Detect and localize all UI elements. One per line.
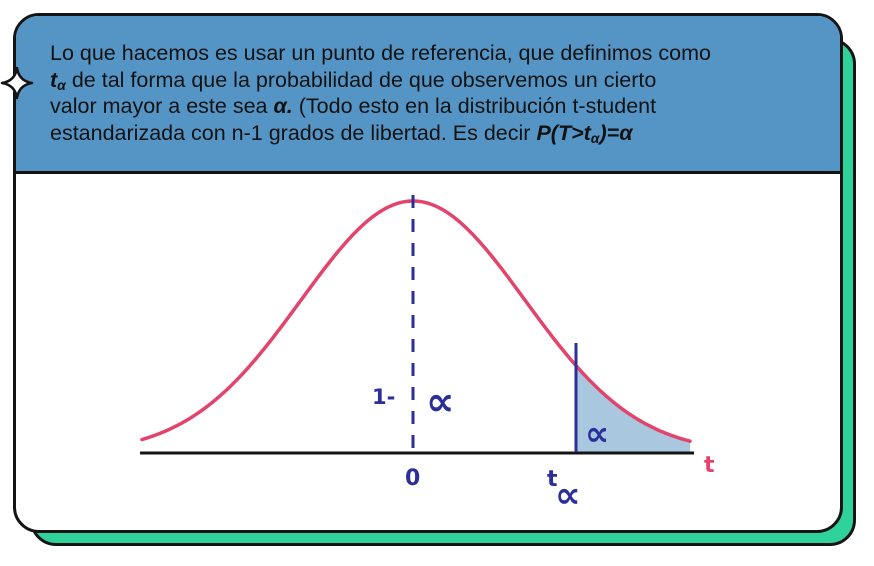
header-line-4: estandarizada con n-1 grados de libertad… xyxy=(50,120,537,145)
alpha-symbol: α. xyxy=(273,94,293,118)
header-line-3a: valor mayor a este sea xyxy=(50,94,274,118)
probability-formula: P(T>tα)=α xyxy=(536,120,633,146)
zero-label: 0 xyxy=(405,466,420,491)
t-axis-label: t xyxy=(704,453,715,478)
t-alpha-variable: tα xyxy=(50,67,66,93)
explanation-card: Lo que hacemos es usar un punto de refer… xyxy=(13,13,843,533)
header-line-2: de tal forma que la probabilidad de que … xyxy=(65,67,657,92)
alpha-center-label: ∝ xyxy=(426,379,454,425)
card-header: Lo que hacemos es usar un punto de refer… xyxy=(16,16,840,174)
alpha-tail-label: ∝ xyxy=(585,414,609,454)
header-line-1: Lo que hacemos es usar un punto de refer… xyxy=(50,41,711,65)
t-alpha-label-alpha: ∝ xyxy=(555,475,581,516)
header-line-3b: (Todo esto en la distribución t-student xyxy=(292,94,657,118)
density-curve xyxy=(140,199,692,443)
t-alpha-label-t: t xyxy=(547,467,558,492)
tail-area xyxy=(576,365,690,453)
sparkle-icon xyxy=(0,66,34,100)
one-minus-label: 1- xyxy=(372,385,395,409)
header-text: Lo que hacemos es usar un punto de refer… xyxy=(50,40,830,146)
